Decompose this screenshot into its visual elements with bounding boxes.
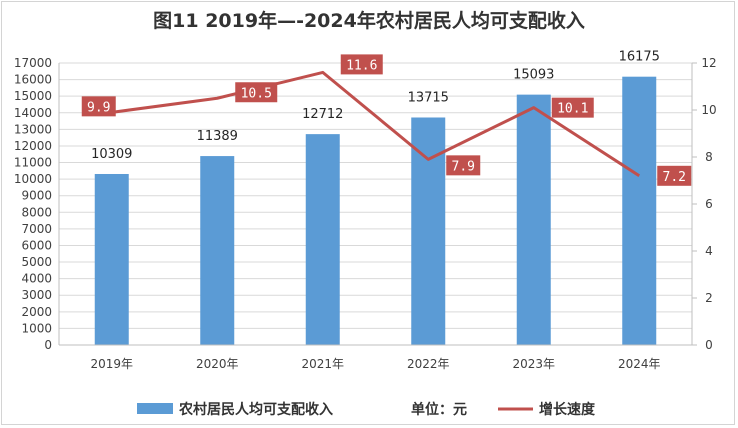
left-tick-label: 12000 <box>14 139 52 153</box>
line-label-box <box>446 155 481 176</box>
line-data-label: 7.9 <box>452 159 475 174</box>
x-tick-label: 2023年 <box>512 357 555 371</box>
left-tick-label: 14000 <box>14 106 52 120</box>
x-tick-label: 2022年 <box>407 357 450 371</box>
x-tick-label: 2021年 <box>301 357 344 371</box>
x-axis: 2019年 2020年 2021年 2022年 2023年 2024年 <box>59 344 692 371</box>
legend-bar-swatch <box>137 403 173 414</box>
line-label-box <box>235 82 278 103</box>
line-label-box <box>551 97 594 118</box>
left-tick-label: 1000 <box>21 321 52 335</box>
x-tick-label: 2020年 <box>196 357 239 371</box>
left-tick-label: 4000 <box>21 272 52 286</box>
line-data-label: 11.6 <box>346 58 377 73</box>
left-tick-label: 3000 <box>21 288 52 302</box>
bar <box>200 156 235 345</box>
left-tick-label: 5000 <box>21 255 52 269</box>
bar-data-label: 10309 <box>91 147 132 162</box>
line-label-box <box>657 165 692 186</box>
left-tick-label: 15000 <box>14 89 52 103</box>
left-tick-label: 10000 <box>14 172 52 186</box>
left-tick-label: 11000 <box>14 156 52 170</box>
growth-line <box>111 70 641 178</box>
line-data-label: 9.9 <box>87 100 110 115</box>
x-tick-label: 2024年 <box>618 357 661 371</box>
bar-data-label: 12712 <box>302 107 343 122</box>
right-tick-label: 2 <box>705 291 713 305</box>
bar-data-label: 15093 <box>513 68 554 83</box>
bar <box>305 134 340 345</box>
right-tick-label: 6 <box>705 197 713 211</box>
left-tick-label: 9000 <box>21 189 52 203</box>
left-tick-label: 17000 <box>14 56 52 70</box>
line-label-box <box>81 96 116 117</box>
line-data-label: 10.5 <box>241 86 272 101</box>
left-axis: 0 1000 2000 3000 4000 5000 6000 7000 8000 9000 100… <box>14 56 60 352</box>
x-tick-label: 2019年 <box>90 357 133 371</box>
legend: 农村居民人均可支配收入 单位：元 增长速度 <box>137 401 596 418</box>
right-axis: 0 2 4 6 8 10 12 <box>691 56 717 352</box>
chart-title: 图11 2019年—-2024年农村居民人均可支配收入 <box>153 9 585 32</box>
bar-data-label: 11389 <box>197 129 238 144</box>
right-tick-label: 12 <box>701 56 716 70</box>
bar-series: 10309 11389 12712 13715 15093 16175 <box>91 50 660 346</box>
left-tick-label: 16000 <box>14 73 52 87</box>
left-tick-label: 6000 <box>21 238 52 252</box>
line-data-label: 7.2 <box>663 170 686 185</box>
bar-data-label: 13715 <box>408 90 449 105</box>
legend-line-label: 增长速度 <box>539 401 596 418</box>
bar <box>94 173 129 345</box>
right-tick-label: 8 <box>705 150 713 164</box>
right-tick-label: 0 <box>705 338 713 352</box>
right-tick-label: 10 <box>701 103 716 117</box>
bar-data-label: 16175 <box>619 50 660 65</box>
line-label-box <box>340 54 383 75</box>
legend-unit-note: 单位：元 <box>411 401 467 418</box>
left-tick-label: 0 <box>44 338 52 352</box>
bar <box>411 117 446 345</box>
bar <box>516 94 551 346</box>
left-tick-label: 13000 <box>14 122 52 136</box>
legend-bar-label: 农村居民人均可支配收入 <box>178 401 333 418</box>
bar <box>622 76 657 345</box>
left-tick-label: 8000 <box>21 205 52 219</box>
line-data-label: 10.1 <box>557 102 588 117</box>
left-tick-label: 2000 <box>21 305 52 319</box>
left-tick-label: 7000 <box>21 222 52 236</box>
right-tick-label: 4 <box>705 244 713 258</box>
line-series: 9.9 10.5 11.6 7.9 10.1 7.2 <box>81 54 692 186</box>
